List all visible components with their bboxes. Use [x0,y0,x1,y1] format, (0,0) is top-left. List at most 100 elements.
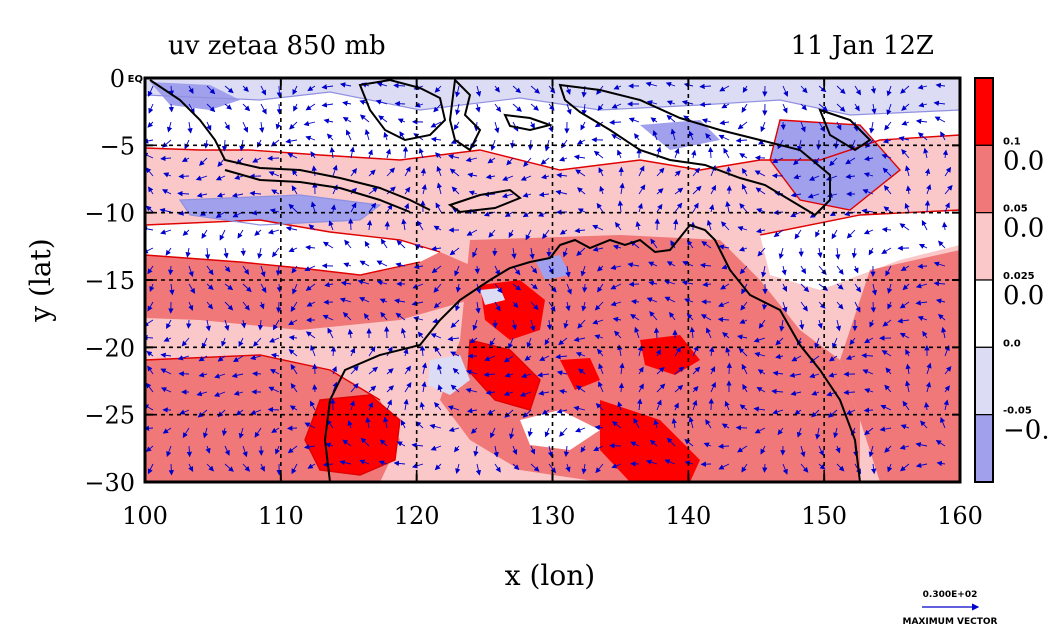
wind-vector [325,442,334,448]
wind-vector [700,314,712,321]
wind-vector [559,427,568,437]
wind-vector [206,463,215,472]
wind-vector [385,148,391,159]
wind-vector [836,283,844,290]
wind-vector [666,100,676,106]
wind-vector [829,157,838,167]
wind-vector [305,244,316,251]
wind-vector [145,226,154,232]
wind-vector [376,81,388,88]
wind-vector [433,283,442,293]
wind-vector [843,389,856,396]
wind-vector [197,409,208,418]
wind-vector [548,103,555,111]
wind-vector [836,265,844,275]
wind-vector [674,187,684,195]
wind-vector [305,283,316,291]
wind-vector [656,167,665,177]
wind-vector [940,416,946,429]
wind-vector [772,409,784,415]
wind-vector [530,445,536,455]
wind-vector [383,416,389,429]
wind-vector [303,120,316,127]
wind-vector [350,347,356,357]
wind-vector [862,369,874,375]
wind-vector [508,337,514,350]
wind-vector [726,185,732,195]
wind-vector [863,407,874,413]
wind-vector [431,265,442,274]
wind-vector [529,121,535,129]
wind-vector [705,132,712,141]
wind-vector [149,283,155,292]
wind-vector [234,174,244,180]
wind-vector [421,381,427,393]
wind-vector [762,463,768,473]
wind-vector [494,283,503,294]
wind-vector [710,381,716,393]
wind-vector [494,265,500,276]
wind-vector [195,175,208,181]
wind-vector [249,190,262,197]
wind-vector [934,116,946,123]
wind-vector [512,103,522,112]
wind-vector [404,365,411,375]
wind-vector [630,299,640,305]
wind-vector [312,384,318,393]
wind-vector [368,401,374,411]
wind-vector [216,192,226,198]
contour-line [145,91,960,116]
wind-vector [285,138,298,144]
wind-vector [188,85,194,95]
wind-vector [467,172,478,178]
wind-vector [702,281,712,288]
wind-vector [475,301,481,314]
wind-vector [563,319,569,329]
wind-vector [321,102,334,108]
wind-vector [882,167,892,177]
wind-vector [779,319,785,332]
wind-vector [305,135,316,141]
wind-vector [145,445,154,453]
wind-vector [167,265,174,276]
wind-vector [699,262,712,269]
wind-vector [544,427,550,438]
wind-vector [205,319,211,332]
wind-vector [817,247,823,259]
wind-vector [648,280,658,286]
wind-vector [670,128,676,141]
wind-vector [292,85,298,95]
wind-vector [742,383,748,393]
colorbar-level-label-large: 0.0 [1003,281,1044,311]
wind-vector [610,283,622,290]
wind-vector [796,337,802,346]
wind-vector [271,189,280,195]
wind-vector [530,319,536,332]
wind-vector [330,204,337,213]
wind-vector [214,373,226,379]
wind-vector [869,121,875,134]
wind-vector [184,139,190,150]
wind-vector [270,352,280,359]
chart-title-right: 11 Jan 12Z [791,31,934,61]
wind-vector [416,220,424,231]
wind-vector [530,103,539,111]
wind-vector [943,399,949,411]
wind-vector [466,408,478,414]
wind-vector [835,319,842,332]
wind-vector [310,400,316,411]
wind-vector [904,165,911,177]
wind-vector [637,398,643,411]
y-tick-label: −25 [84,402,135,430]
wind-vector [900,463,910,472]
wind-vector [483,211,496,217]
negative-patch-north-4 [180,195,380,225]
wind-vector [689,326,695,339]
wind-vector [854,283,862,293]
wind-vector [287,153,298,159]
wind-vector [575,427,586,433]
wind-vector [917,263,928,269]
wind-vector [378,460,388,466]
wind-vector [577,139,586,145]
